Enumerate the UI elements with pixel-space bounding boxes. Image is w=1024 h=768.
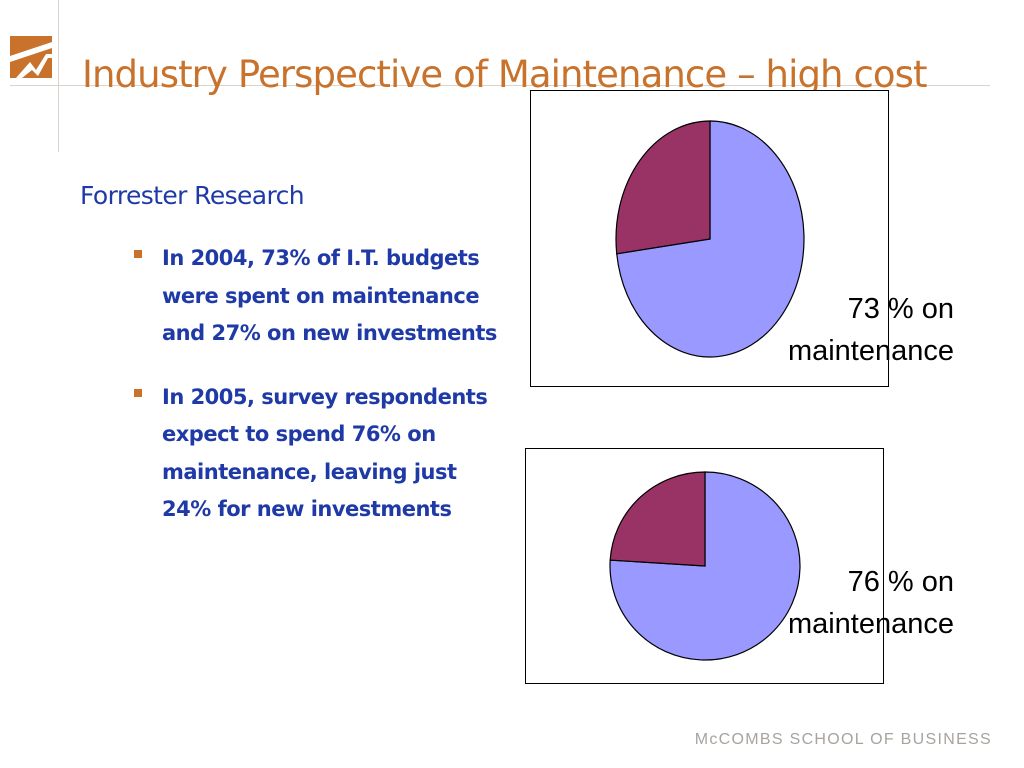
bullet-item: In 2005, survey respondents expect to sp… xyxy=(130,379,510,529)
pie-label-line: maintenance xyxy=(787,335,954,367)
pie-label-2005: 76 % on maintenance xyxy=(788,561,954,645)
bullet-square-icon xyxy=(134,388,142,397)
pie-slice-new-investments xyxy=(615,120,711,255)
bullet-text: In 2005, survey respondents expect to sp… xyxy=(162,384,488,522)
pie-label-line: 76 % on xyxy=(847,566,954,598)
slide-title: Industry Perspective of Maintenance – hi… xyxy=(82,52,928,96)
slide-subtitle: Forrester Research xyxy=(80,181,305,210)
bullet-text: In 2004, 73% of I.T. budgets were spent … xyxy=(162,246,497,345)
pie-chart-svg xyxy=(615,120,805,358)
bullet-square-icon xyxy=(134,250,142,258)
bullet-item: In 2004, 73% of I.T. budgets were spent … xyxy=(130,240,510,353)
bullet-list: In 2004, 73% of I.T. budgets were spent … xyxy=(130,240,510,555)
pie-slice-new-investments xyxy=(609,471,706,567)
pie-label-line: 73 % on xyxy=(847,293,954,325)
pie-chart-2004 xyxy=(530,90,889,387)
pie-label-2004: 73 % on maintenance xyxy=(788,288,954,372)
pie-label-line: maintenance xyxy=(787,608,954,640)
pie-slice-maintenance xyxy=(609,471,801,661)
pie-chart-2005 xyxy=(525,448,884,684)
pie-chart-svg xyxy=(609,471,801,661)
footer-school-name: McCOMBS SCHOOL OF BUSINESS xyxy=(694,731,992,748)
vertical-divider xyxy=(58,0,59,152)
title-underline xyxy=(10,85,990,86)
mccombs-logo-icon xyxy=(10,36,52,78)
